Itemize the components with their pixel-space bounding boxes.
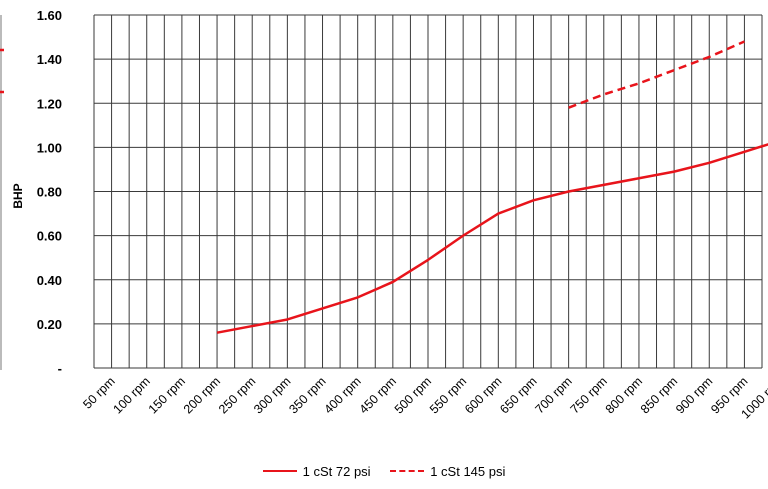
y-axis-ticks: - 0.20 0.40 0.60 0.80 1.00 1.20 1.40 1.60 (37, 8, 62, 376)
chart-grid (93, 14, 763, 369)
x-tick-label: 900 rpm (673, 374, 715, 416)
y-tick-label: 1.60 (37, 8, 62, 23)
x-tick-label: 850 rpm (638, 374, 680, 416)
y-tick-label: 1.40 (37, 52, 62, 67)
y-tick-label: 0.80 (37, 185, 62, 200)
legend-item-series-1: 1 cSt 72 psi (262, 463, 371, 479)
x-tick-label: 800 rpm (603, 374, 645, 416)
legend-label: 1 cSt 145 psi (430, 463, 506, 479)
y-tick-label: 0.60 (37, 229, 62, 244)
x-tick-label: 150 rpm (146, 374, 188, 416)
y-tick-label: 0.40 (37, 273, 62, 288)
x-tick-label: 550 rpm (427, 374, 469, 416)
x-tick-label: 450 rpm (357, 374, 399, 416)
x-tick-label: 400 rpm (321, 374, 363, 416)
x-tick-label: 250 rpm (216, 374, 258, 416)
legend-solid-line-icon (262, 470, 297, 472)
y-tick-label: - (58, 361, 62, 376)
y-tick-label: 1.20 (37, 96, 62, 111)
x-tick-label: 750 rpm (568, 374, 610, 416)
x-tick-label: 100 rpm (111, 374, 153, 416)
legend-label: 1 cSt 72 psi (302, 463, 371, 479)
x-tick-label: 300 rpm (251, 374, 293, 416)
legend-item-series-2: 1 cSt 145 psi (390, 464, 505, 479)
y-tick-label: 0.20 (37, 317, 62, 332)
series-line-1 (216, 143, 768, 334)
x-tick-label: 500 rpm (392, 374, 434, 416)
x-tick-label: 350 rpm (286, 374, 328, 416)
x-tick-label: 200 rpm (181, 374, 223, 416)
chart-legend: 1 cSt 72 psi 1 cSt 145 psi (0, 460, 768, 479)
series-line-2 (568, 40, 745, 109)
series-lines (0, 40, 768, 334)
legend-dashed-line-icon (390, 470, 425, 472)
y-axis-title: BHP (11, 183, 25, 208)
y-tick-label: 1.00 (37, 140, 62, 155)
x-tick-label: 700 rpm (532, 374, 574, 416)
x-tick-label: 650 rpm (497, 374, 539, 416)
x-tick-label: 600 rpm (462, 374, 504, 416)
